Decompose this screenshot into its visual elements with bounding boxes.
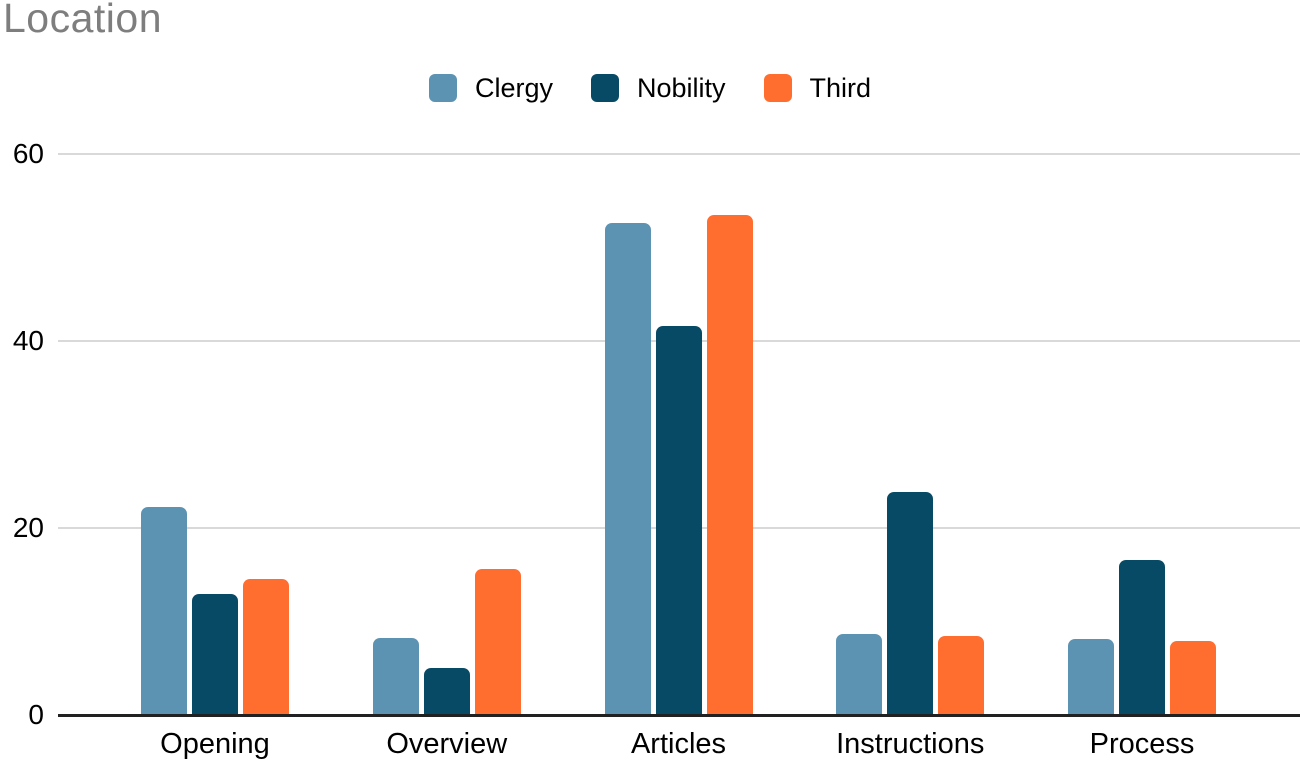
x-tick-label-instructions: Instructions — [836, 728, 985, 760]
bar-clergy-articles — [604, 223, 651, 715]
bar-third-instructions — [938, 636, 985, 715]
x-tick-label-overview: Overview — [386, 728, 508, 760]
bar-nobility-articles — [655, 326, 702, 715]
bar-third-overview — [474, 569, 521, 715]
bar-third-opening — [243, 578, 289, 715]
bar-nobility-process — [1119, 559, 1165, 715]
legend-label-nobility: Nobility — [636, 72, 726, 103]
bar-group-process — [1068, 100, 1216, 715]
bar-group-overview — [372, 100, 521, 715]
bar-group-articles — [604, 100, 753, 715]
bar-clergy-instructions — [836, 633, 883, 715]
bar-third-articles — [706, 214, 753, 715]
legend-item-nobility: Nobility — [590, 72, 726, 103]
bar-clergy-opening — [141, 507, 187, 715]
bar-group-instructions — [836, 100, 985, 715]
legend-swatch-third — [763, 74, 792, 102]
y-tick-label: 0 — [28, 699, 44, 730]
x-tick-label-articles: Articles — [630, 728, 727, 760]
legend-swatch-clergy — [428, 74, 457, 102]
y-tick-label: 40 — [12, 325, 44, 356]
bar-nobility-instructions — [887, 491, 934, 715]
y-tick-label: 60 — [12, 138, 44, 169]
x-axis-line — [58, 714, 1300, 717]
legend-item-third: Third — [763, 72, 872, 103]
gridline — [58, 153, 1300, 155]
x-tick-label-process: Process — [1089, 728, 1195, 760]
legend-label-third: Third — [809, 72, 872, 103]
chart-title: Location — [3, 0, 163, 41]
legend-item-clergy: Clergy — [428, 72, 553, 103]
legend-swatch-nobility — [590, 74, 619, 102]
bar-nobility-overview — [423, 668, 470, 715]
bar-group-opening — [141, 100, 289, 715]
y-tick-label: 20 — [12, 512, 44, 543]
legend-label-clergy: Clergy — [474, 72, 553, 103]
bar-clergy-process — [1068, 639, 1114, 715]
legend: Clergy Nobility Third — [0, 74, 1300, 102]
x-tick-label-opening: Opening — [160, 728, 270, 760]
bar-clergy-overview — [372, 638, 419, 715]
bar-nobility-opening — [192, 594, 238, 715]
bar-third-process — [1170, 641, 1216, 715]
